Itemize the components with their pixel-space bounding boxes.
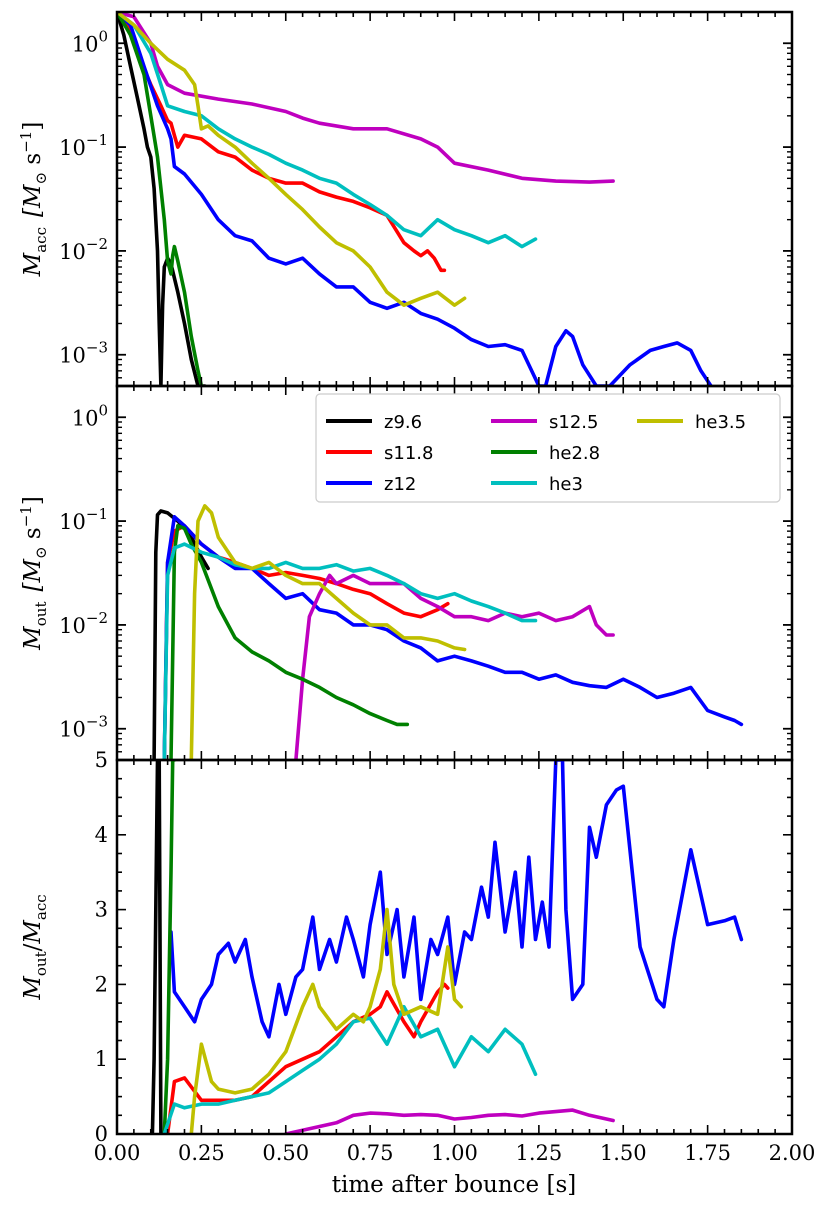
legend-label-he3.5: he3.5 (695, 412, 746, 433)
y-tick-label: 3 (95, 898, 108, 922)
x-tick-label: 0.25 (178, 1141, 225, 1165)
legend-label-he2.8: he2.8 (549, 443, 600, 464)
legend-label-z9.6: z9.6 (384, 412, 422, 433)
y-tick-label: 10−2 (59, 235, 108, 264)
y-tick-label: 10−1 (59, 505, 108, 534)
axes-frame-bottom (115, 758, 794, 1136)
series-z12-middle (162, 514, 744, 760)
series-s12.5-bottom (283, 1108, 615, 1134)
y-tick-label: 1 (95, 1047, 108, 1071)
xlabel: time after bounce [s] (332, 1172, 576, 1198)
series-he3-top (117, 12, 538, 249)
y-tick-label: 100 (72, 401, 108, 430)
x-tick-label: 0.00 (94, 1141, 141, 1165)
x-tick-label: 1.00 (431, 1141, 478, 1165)
x-tick-label: 1.25 (515, 1141, 562, 1165)
legend-label-z12: z12 (384, 474, 416, 495)
series-he2.8-bottom (162, 760, 177, 1134)
series-z12-top (117, 12, 713, 386)
x-tick-label: 0.50 (262, 1141, 309, 1165)
legend-label-s12.5: s12.5 (549, 412, 598, 433)
series-he3-bottom (162, 1004, 538, 1134)
y-tick-label: 10−2 (59, 609, 108, 638)
series-s12.5-top (117, 12, 615, 184)
series-he3.5-middle (189, 504, 467, 760)
ylabel-bottom: Mout/Macc (20, 894, 50, 1000)
series-z9.6-top (117, 12, 207, 386)
panel-outflow-rate: 100 10−1 10−2 10−3 Mout[M⊙ s−1] z9.6 s11.8 z1… (17, 384, 794, 762)
series-he2.8-middle (169, 523, 410, 760)
x-tick-label: 1.50 (600, 1141, 647, 1165)
series-z9.6-middle (152, 509, 210, 760)
y-tick-label: 100 (72, 27, 108, 56)
y-tick-label: 4 (95, 823, 108, 847)
series-z12-bottom (169, 760, 744, 1039)
y-tick-label: 10−3 (59, 339, 108, 368)
series-s12.5-middle (294, 573, 615, 760)
y-tick-label: 2 (95, 972, 108, 996)
series-he3.5-bottom (189, 907, 464, 1134)
x-tick-label: 2.00 (769, 1141, 816, 1165)
x-tick-label: 1.75 (684, 1141, 731, 1165)
panel-ratio: 0 1 2 3 4 5 0.00 0.25 0.50 0.75 1.00 1.25 1.50 1.75 2.… (20, 748, 815, 1198)
y-tick-label: 10−1 (59, 131, 108, 160)
legend: z9.6 s11.8 z12 s12.5 he2.8 he3 he3.5 (315, 393, 781, 503)
legend-label-he3: he3 (549, 474, 583, 495)
y-tick-label: 10−3 (59, 713, 108, 742)
x-tick-label: 0.75 (347, 1141, 394, 1165)
series-z9.6-bottom (150, 760, 163, 1134)
panel-accretion-rate: 100 10−1 10−2 10−3 Macc[M⊙ s−1] (17, 10, 794, 388)
y-tick-label: 0 (95, 1122, 108, 1146)
y-tick-label: 5 (95, 748, 108, 772)
legend-label-s11.8: s11.8 (384, 443, 433, 464)
series-he2.8-top (117, 12, 204, 386)
ylabel-top: Macc[M⊙ s−1] (17, 122, 50, 278)
series-he3-middle (162, 542, 538, 760)
ylabel-middle: Mout[M⊙ s−1] (17, 496, 50, 651)
series-he3.5-top (117, 12, 467, 308)
